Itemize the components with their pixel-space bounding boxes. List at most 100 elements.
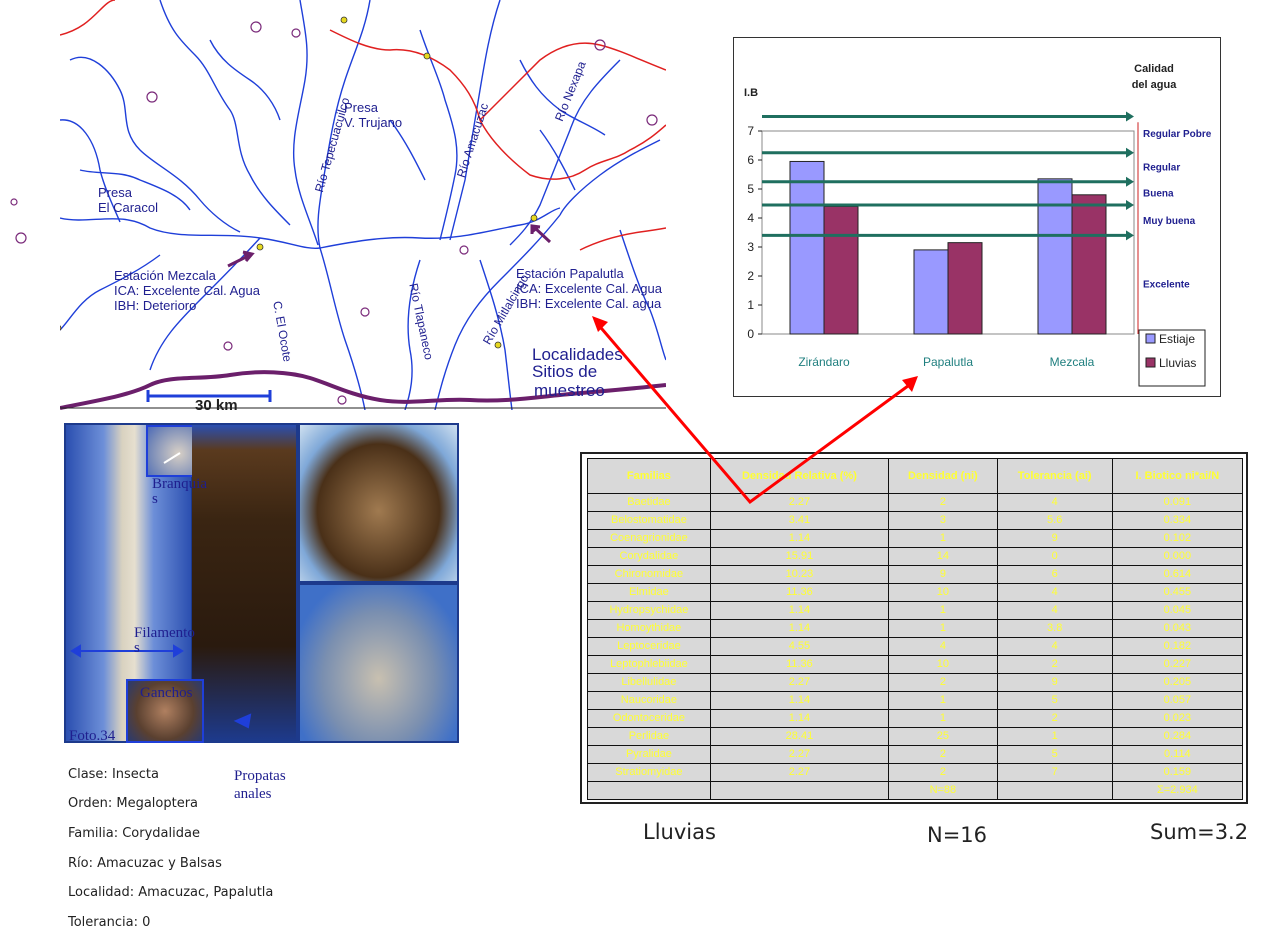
table-cell: Hydropsychidae [587,601,711,620]
info-rio: Río: Amacuzac y Balsas [68,856,222,871]
y-tick-label: 0 [747,327,754,341]
table-cell: Corydalidae [587,547,711,566]
table-cell: Stratiomyidae [587,763,711,782]
table-cell: Homoythidae [587,619,711,638]
table-cell: 4 [996,583,1113,602]
river-network [60,0,666,410]
chart-svg: 0 1 2 3 4 5 6 7 Zirándaro Papalutla Mezcala Regul… [744,63,1212,387]
table-row: Belostomatidae 3.41 3 5.6 0.334 [587,511,1244,530]
table-cell: 0 [996,547,1113,566]
table-cell: 1 [888,709,998,728]
family-table-frame: Familias Densidad Relativa (%) Densidad (n… [580,452,1248,804]
foto-number: Foto.34 [69,728,116,744]
y-tick-label: 6 [747,153,754,167]
y-tick-label: 5 [747,182,754,196]
family-table: Familias Densidad Relativa (%) Densidad (n… [587,458,1244,800]
table-cell: 2 [888,745,998,764]
biotic-index-chart: 0 1 2 3 4 5 6 7 Zirándaro Papalutla Mezcala Regul… [733,37,1221,397]
table-cell: Leptophlebiidae [587,655,711,674]
watershed-map: Presa V. Trujano Presa El Caracol Estación… [60,0,666,410]
table-row: Pyralidae 2.27 2 5 0.114 [587,745,1244,764]
chart-thresholds [762,111,1134,241]
legend-swatch [1145,333,1156,344]
sampling-sites [60,16,538,349]
map-drawing [60,0,666,410]
table-cell: Perlidae [587,727,711,746]
chart-quality-bands: Regular Pobre Regular Buena Muy buena Excele… [1137,122,1212,334]
table-cell: Libellulidae [587,673,711,692]
head-closeup-photo [300,425,457,581]
table-cell: Baetidae [587,493,711,512]
table-row: Odontoceridae 1.14 1 2 0.023 [587,709,1244,728]
table-cell: 3.41 [709,511,890,530]
legend-label: Lluvias [1159,356,1196,370]
table-cell: 10.23 [709,565,890,584]
y-tick-label: 7 [747,124,754,138]
table-cell: 1.14 [709,529,890,548]
table-cell: N=88 [888,781,998,800]
table-cell: 28.41 [709,727,890,746]
table-cell: 2.27 [709,673,890,692]
table-cell: 0.284 [1111,727,1244,746]
info-familia: Familia: Corydalidae [68,826,200,841]
table-cell: 10 [888,583,998,602]
table-row: Leptophlebiidae 11.36 10 2 0.227 [587,655,1244,674]
table-cell: 2.27 [709,745,890,764]
table-cell: 6 [996,565,1113,584]
chart-y-ticks: 0 1 2 3 4 5 6 7 [747,124,762,341]
ganchos-label: Ganchos [140,685,193,701]
table-cell: 0.057 [1111,691,1244,710]
table-row: Homoythidae 1.14 1 3.8 0.043 [587,619,1244,638]
table-cell: 1 [888,601,998,620]
sitios-muestreo-label: Sitios de muestreo [532,362,605,400]
table-cell: 10 [888,655,998,674]
info-localidad: Localidad: Amacuzac, Papalutla [68,885,274,900]
info-orden: Orden: Megaloptera [68,796,199,811]
presa-caracol-label: Presa El Caracol [98,185,158,215]
table-row: Hydropsychidae 1.14 1 4 0.045 [587,601,1244,620]
legend-label: Estiaje [1159,332,1195,346]
table-cell: 2 [888,493,998,512]
bar-estiaje-1 [913,249,949,335]
table-cell: 2 [888,673,998,692]
table-cell: 0.334 [1111,511,1244,530]
propatas-label: Propatas anales [234,768,286,802]
table-row: Perlidae 28.41 25 1 0.284 [587,727,1244,746]
chart-right-title-1: Calidad [1134,63,1174,75]
table-header-row: Familias Densidad Relativa (%) Densidad (n… [587,458,1244,494]
table-row: Corydalidae 15.91 14 0 0.000 [587,547,1244,566]
threshold-arrowhead [1126,147,1134,158]
map-outer-circles [10,198,27,244]
threshold-arrowhead [1126,176,1134,187]
table-cell: Odontoceridae [587,709,711,728]
y-tick-label: 1 [747,298,754,312]
table-cell: 4 [996,637,1113,656]
y-tick-label: 3 [747,240,754,254]
n-label: N=16 [927,823,988,847]
table-cell: 0.102 [1111,529,1244,548]
bar-lluvias-1 [947,242,983,335]
table-cell: 5 [996,745,1113,764]
table-header-cell: Familias [587,458,711,494]
bar-lluvias-0 [823,205,859,335]
table-cell: 9 [888,565,998,584]
lluvias-label: Lluvias [643,820,716,844]
threshold-arrowhead [1126,111,1134,122]
table-cell: 4 [996,601,1113,620]
threshold-arrowhead [1126,230,1134,241]
table-cell: 0.455 [1111,583,1244,602]
larva-side-photo [300,585,457,741]
table-cell: 14 [888,547,998,566]
table-cell: 0.000 [1111,547,1244,566]
table-cell: 1.14 [709,619,890,638]
table-cell: Naucoridae [587,691,711,710]
table-row: Coenagrionidae 1.14 1 9 0.102 [587,529,1244,548]
table-cell: 0.043 [1111,619,1244,638]
table-cell: 0.045 [1111,601,1244,620]
filamentos-label: Filamento s [134,625,195,656]
table-row: Baetidae 2.27 2 4 0.091 [587,493,1244,512]
table-cell: 0.182 [1111,637,1244,656]
table-cell: 3.8 [996,619,1113,638]
info-clase: Clase: Insecta [68,767,159,782]
table-cell: 1 [888,691,998,710]
